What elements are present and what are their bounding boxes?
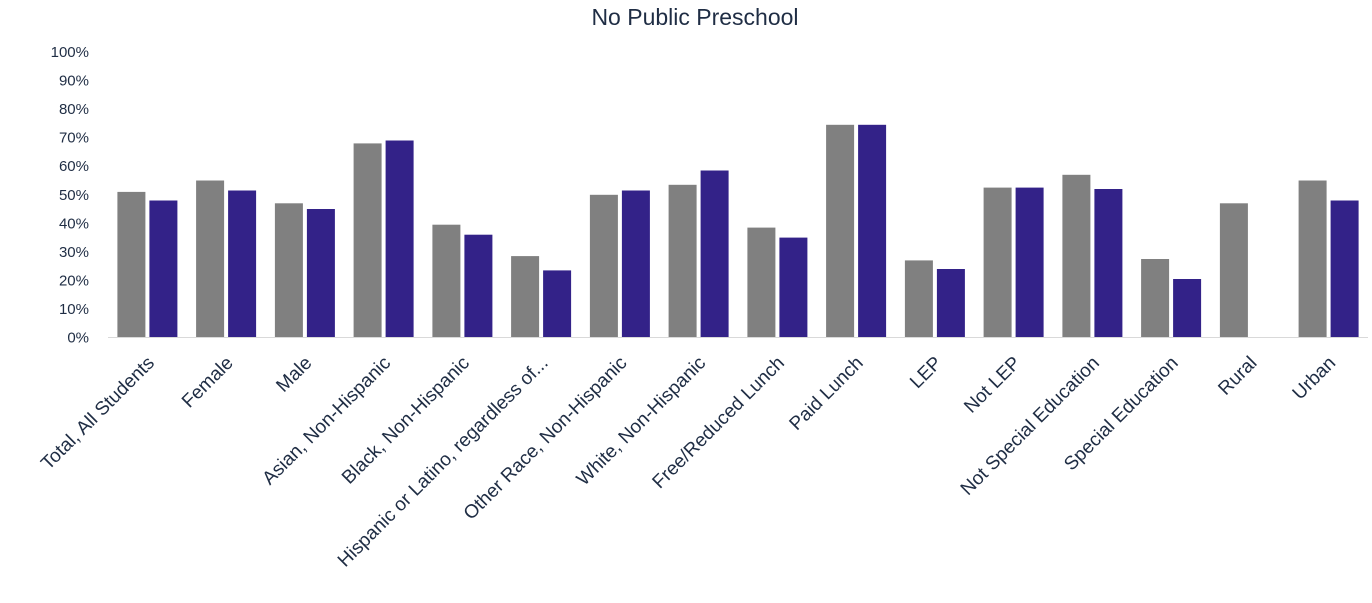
bar-series-2: [1330, 200, 1359, 338]
bar-series-1: [1141, 259, 1170, 338]
bar-series-2: [779, 237, 808, 338]
bar-series-2: [621, 190, 650, 338]
y-tick-label: 10%: [59, 301, 89, 318]
bar-series-2: [936, 269, 965, 338]
bar-series-2: [1173, 279, 1202, 338]
bar-series-1: [983, 187, 1012, 338]
bar-series-1: [117, 191, 146, 338]
bar-series-2: [149, 200, 178, 338]
x-category-label: White, Non-Hispanic: [573, 353, 710, 490]
x-category-label: Male: [272, 353, 316, 397]
bar-series-1: [1219, 203, 1248, 338]
bar-series-1: [511, 256, 540, 338]
y-tick-label: 70%: [59, 130, 89, 147]
bar-series-1: [826, 124, 855, 338]
bar-series-1: [196, 180, 225, 338]
x-category-label: Asian, Non-Hispanic: [259, 353, 396, 490]
y-tick-label: 100%: [51, 44, 89, 61]
bar-series-2: [858, 124, 887, 338]
bar-series-2: [385, 140, 414, 338]
bar-series-2: [464, 234, 493, 338]
x-category-label: Black, Non-Hispanic: [338, 353, 474, 489]
x-category-label: Total, All Students: [37, 353, 159, 475]
bar-series-1: [589, 194, 618, 338]
bar-series-1: [668, 184, 697, 338]
y-tick-label: 60%: [59, 158, 89, 175]
y-tick-label: 90%: [59, 73, 89, 90]
y-tick-label: 30%: [59, 244, 89, 261]
bar-series-1: [904, 260, 933, 338]
bar-series-1: [274, 203, 303, 338]
x-category-label: Free/Reduced Lunch: [649, 353, 789, 493]
x-category-label: Other Race, Non-Hispanic: [460, 353, 632, 525]
bar-series-1: [1062, 174, 1091, 338]
y-tick-label: 40%: [59, 215, 89, 232]
bar-series-1: [353, 143, 382, 338]
bar-series-1: [1298, 180, 1327, 338]
x-category-label: Not Special Education: [957, 353, 1104, 500]
y-tick-label: 0%: [67, 330, 89, 347]
y-tick-label: 20%: [59, 272, 89, 289]
x-category-label: Urban: [1289, 353, 1340, 404]
chart-title: No Public Preschool: [591, 4, 799, 30]
x-category-label: Female: [178, 353, 238, 413]
bar-series-2: [1015, 187, 1044, 338]
bar-series-2: [306, 209, 335, 338]
bar-series-2: [700, 170, 729, 338]
x-category-label: Not LEP: [960, 353, 1025, 418]
x-category-label: LEP: [906, 353, 946, 393]
x-category-label: Paid Lunch: [786, 353, 868, 435]
bar-series-2: [228, 190, 257, 338]
bar-series-1: [432, 224, 461, 338]
y-tick-label: 80%: [59, 101, 89, 118]
y-tick-label: 50%: [59, 187, 89, 204]
bar-series-2: [543, 270, 572, 338]
bar-series-1: [747, 227, 776, 338]
x-category-label: Rural: [1214, 353, 1261, 400]
bar-series-2: [1094, 189, 1123, 338]
